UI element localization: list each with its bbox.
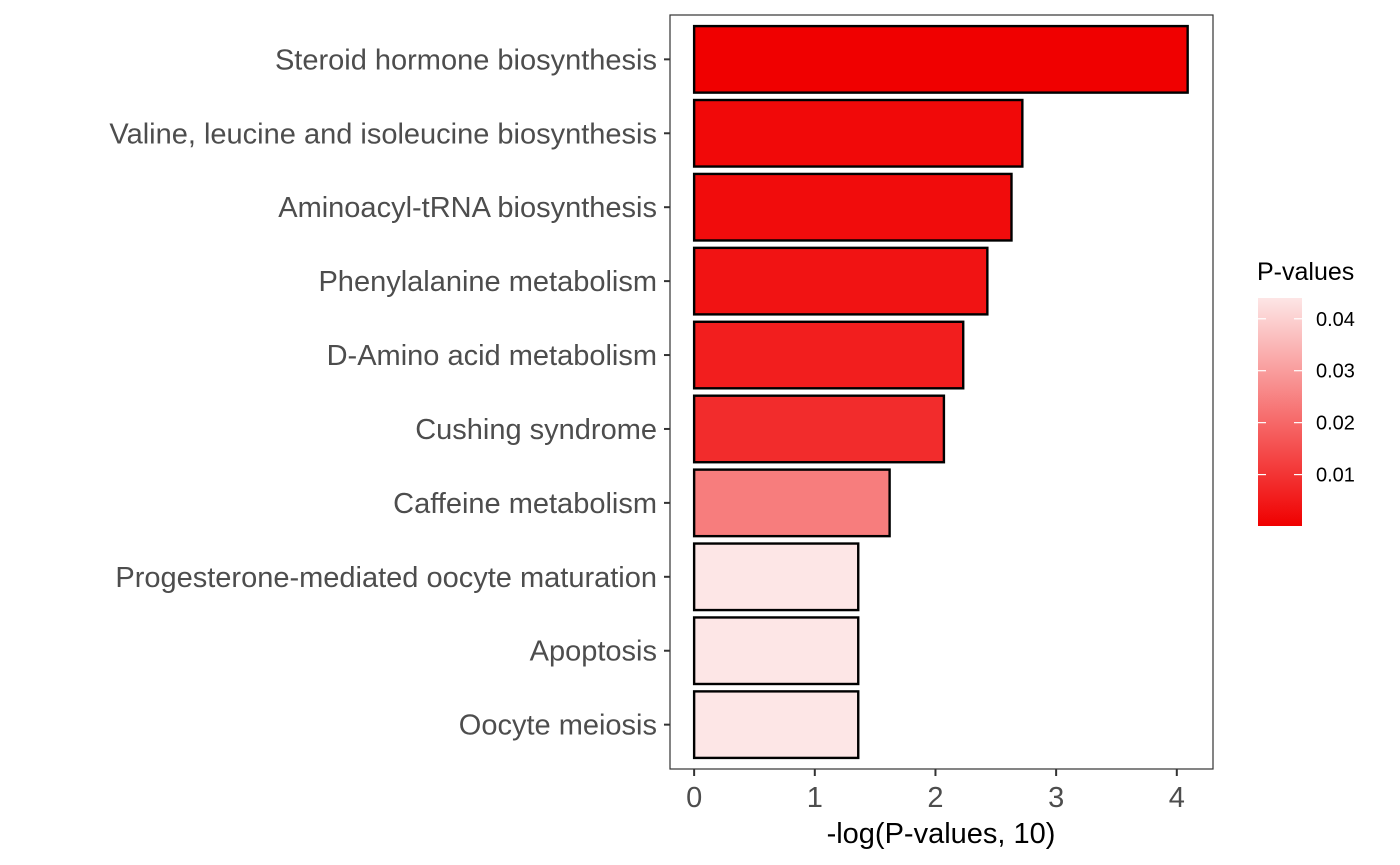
legend-colorbar — [1258, 298, 1302, 526]
bar — [692, 616, 860, 686]
x-tick-label: 3 — [1048, 782, 1064, 814]
bar — [692, 246, 989, 316]
legend-title: P-values — [1257, 258, 1354, 286]
bar — [692, 320, 965, 390]
bars-group — [692, 24, 1189, 760]
y-tick-label: Oocyte meiosis — [459, 710, 657, 742]
bar — [692, 172, 1013, 242]
legend-tick-label: 0.04 — [1316, 309, 1355, 331]
x-tick-label: 2 — [927, 782, 943, 814]
legend: P-values 0.01 0.02 0.03 0.04 — [1257, 258, 1355, 526]
bar — [692, 468, 891, 538]
bar — [692, 690, 860, 760]
y-tick-label: Cushing syndrome — [415, 414, 657, 446]
x-tick-label: 1 — [807, 782, 823, 814]
x-axis-label: -log(P-values, 10) — [827, 818, 1056, 850]
bar — [692, 542, 860, 612]
x-tick-label: 0 — [686, 782, 702, 814]
bar — [692, 394, 946, 464]
y-tick-label: Caffeine metabolism — [393, 488, 657, 520]
y-tick-label: Steroid hormone biosynthesis — [275, 44, 657, 76]
legend-tick-label: 0.01 — [1316, 465, 1355, 487]
y-tick-label: Progesterone-mediated oocyte maturation — [115, 562, 657, 594]
y-tick-label: D-Amino acid metabolism — [327, 340, 657, 372]
y-tick-label: Valine, leucine and isoleucine biosynthe… — [109, 118, 657, 150]
y-axis: Steroid hormone biosynthesis Valine, leuc… — [109, 44, 670, 742]
legend-tick-label: 0.03 — [1316, 361, 1355, 383]
y-tick-label: Apoptosis — [530, 636, 657, 668]
legend-tick-label: 0.02 — [1316, 413, 1355, 435]
y-tick-label: Phenylalanine metabolism — [318, 266, 657, 298]
x-tick-label: 4 — [1169, 782, 1185, 814]
y-tick-label: Aminoacyl-tRNA biosynthesis — [278, 192, 657, 224]
x-axis: 0 1 2 3 4 — [686, 769, 1185, 814]
bar — [692, 98, 1024, 168]
bar — [692, 24, 1189, 94]
